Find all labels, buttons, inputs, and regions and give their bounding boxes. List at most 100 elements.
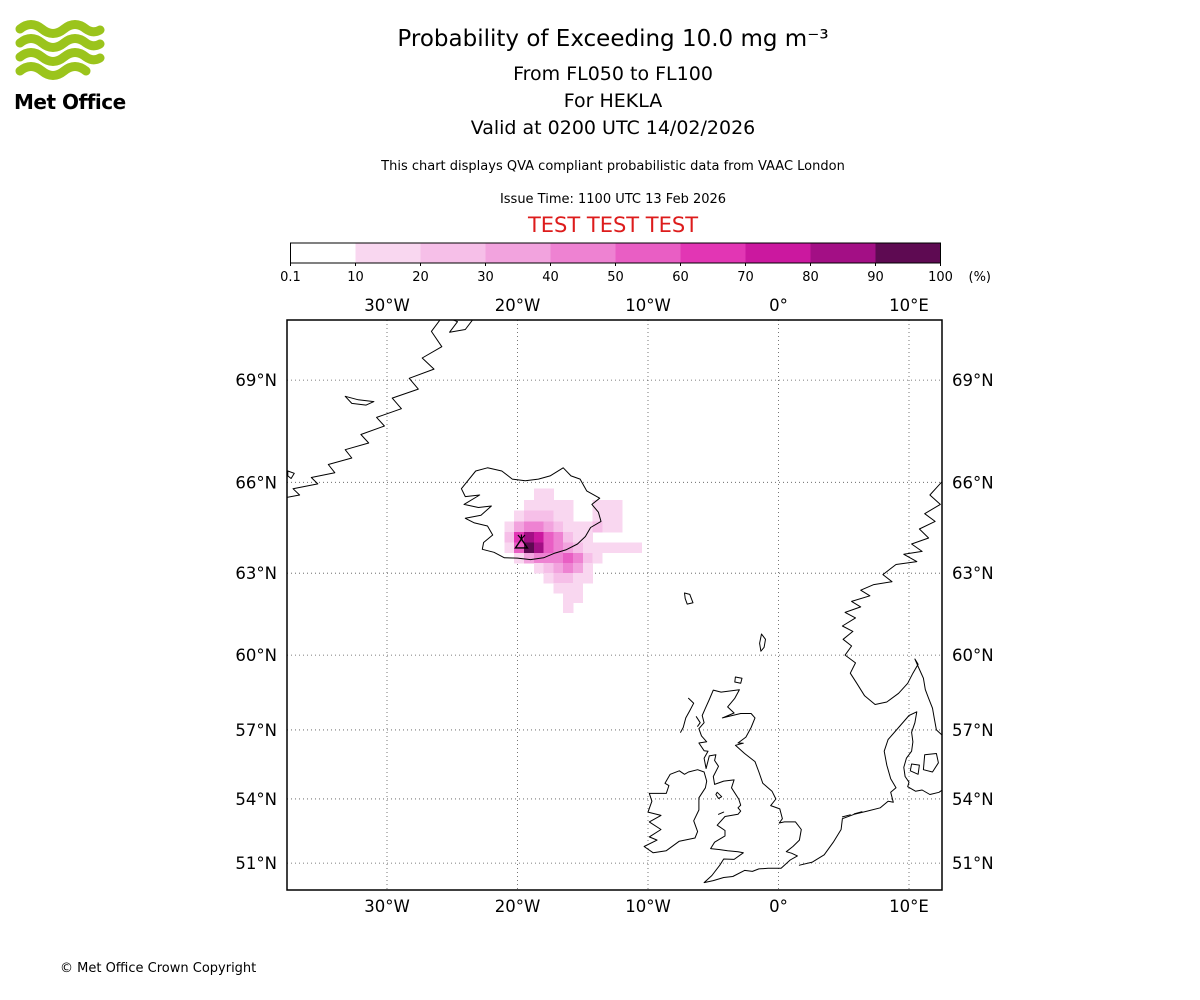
plume-cell — [572, 542, 584, 554]
plume-cell — [533, 510, 544, 522]
plume-cell — [543, 552, 554, 564]
plume-cell — [543, 573, 554, 584]
plume-cell — [553, 510, 564, 522]
colorbar-unit-label: (%) — [969, 270, 992, 285]
plume-cell — [543, 499, 554, 512]
plume-cell — [524, 552, 535, 564]
colorbar-tick-label: 60 — [672, 270, 689, 285]
plume-cell — [553, 563, 564, 574]
coastline-denmark-continent — [798, 711, 942, 866]
plume-cell — [533, 542, 544, 554]
plume-cell — [524, 542, 535, 554]
plume-cell — [553, 573, 564, 584]
lat-tick-label-left: 54°N — [235, 790, 277, 809]
plume-cell — [592, 499, 603, 512]
colorbar-tick-label: 70 — [737, 270, 754, 285]
lon-tick-label-bottom: 0° — [769, 897, 788, 916]
lat-tick-label-right: 69°N — [952, 371, 994, 390]
plume-cell — [553, 583, 564, 594]
lat-tick-label-left: 66°N — [235, 473, 277, 492]
lon-tick-label-bottom: 10°W — [625, 897, 671, 916]
plume-cell — [543, 563, 554, 574]
plume-cell — [582, 573, 593, 584]
lat-tick-label-right: 66°N — [952, 473, 994, 492]
coastline-wadden-islands-1 — [841, 814, 851, 818]
coastline-ireland — [643, 769, 708, 854]
met-office-logo-waves — [15, 20, 105, 80]
colorbar-segment — [420, 243, 486, 263]
plume-cell — [543, 532, 554, 543]
plume-cell — [612, 510, 623, 522]
plume-cell — [592, 552, 603, 564]
colorbar-segment — [550, 243, 616, 263]
lat-tick-label-right: 60°N — [952, 646, 994, 665]
plume-cell — [524, 510, 535, 522]
plume-cell — [572, 593, 584, 604]
volcano-triangle-icon — [514, 537, 529, 549]
issue-time: Issue Time: 1100 UTC 13 Feb 2026 — [499, 192, 727, 207]
plume-cell — [612, 499, 623, 512]
coastline-shetland — [759, 633, 766, 652]
colorbar-tick-label: 50 — [607, 270, 624, 285]
ash-probability-plume — [504, 488, 642, 613]
plume-cell — [602, 542, 613, 554]
plume-cell — [563, 593, 574, 604]
coastline-fyn — [909, 763, 920, 775]
colorbar-segment — [485, 243, 551, 263]
plume-cell — [553, 542, 564, 554]
lon-tick-label-top: 0° — [769, 296, 788, 315]
colorbar-segment — [290, 243, 356, 263]
plume-cell — [582, 521, 593, 533]
plume-cell — [533, 488, 544, 501]
plume-cell — [563, 510, 574, 522]
coastline-outer-hebrides — [680, 697, 695, 733]
plume-cell — [592, 521, 603, 533]
plume-cell — [514, 510, 525, 522]
plume-cell — [504, 542, 515, 554]
plume-cell — [582, 542, 593, 554]
coastlines — [287, 320, 942, 884]
plume-cell — [572, 563, 584, 574]
plume-cell — [592, 510, 603, 522]
colorbar-tick-label: 30 — [477, 270, 494, 285]
logo-text: Met Office — [14, 90, 126, 114]
coastline-norway-sweden — [841, 480, 942, 736]
plume-cell — [563, 573, 574, 584]
qva-note: This chart displays QVA compliant probab… — [381, 159, 845, 174]
lon-tick-label-bottom: 10°E — [889, 897, 929, 916]
lat-tick-label-right: 51°N — [952, 854, 994, 873]
plume-cell — [563, 499, 574, 512]
coastline-zealand — [922, 753, 939, 773]
coastline-iceland — [460, 467, 602, 561]
plume-cell — [572, 521, 584, 533]
plume-cell — [582, 563, 593, 574]
colorbar-tick-label: 20 — [412, 270, 429, 285]
colorbar-tick-label: 40 — [542, 270, 559, 285]
lat-tick-label-left: 69°N — [235, 371, 277, 390]
chart-title: Probability of Exceeding 10.0 mg m⁻³ — [397, 26, 829, 52]
volcano-marker — [514, 534, 529, 549]
plume-cell — [533, 532, 544, 543]
flight-level-subtitle: From FL050 to FL100 — [513, 63, 713, 85]
lat-tick-label-left: 51°N — [235, 854, 277, 873]
colorbar: 0.1 10 20 30 40 50 60 70 80 90 100 (%) — [280, 242, 992, 285]
volcano-eruption-icon — [517, 534, 526, 540]
lat-tick-label-left: 60°N — [235, 646, 277, 665]
coastline-orkney — [734, 676, 743, 684]
lon-tick-label-top: 20°W — [495, 296, 541, 315]
plume-cell — [563, 563, 574, 574]
plume-cell — [563, 583, 574, 594]
coastline-isle-of-man — [715, 791, 723, 799]
plume-cell — [563, 532, 574, 543]
colorbar-segment — [810, 243, 876, 263]
colorbar-segment — [355, 243, 421, 263]
plume-cell — [602, 521, 613, 533]
plume-cell — [612, 542, 623, 554]
coastline-greenland — [287, 320, 474, 498]
plume-cell — [524, 532, 535, 543]
plume-cell — [563, 552, 574, 564]
lon-tick-label-bottom: 30°W — [364, 897, 410, 916]
plume-cell — [543, 488, 554, 501]
plume-cell — [514, 521, 525, 533]
